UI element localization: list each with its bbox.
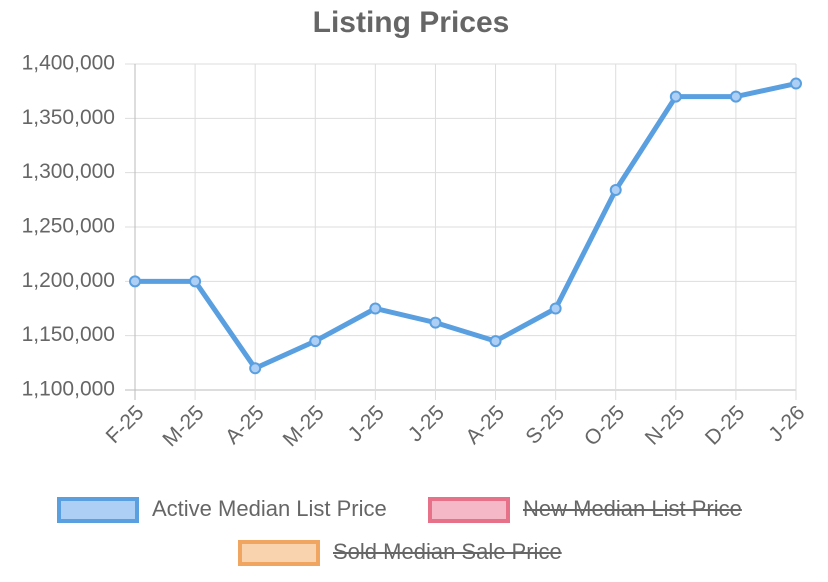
data-point <box>369 302 382 315</box>
x-tick-label: J-25 <box>344 401 389 446</box>
data-point <box>549 302 562 315</box>
data-point <box>309 335 322 348</box>
x-tick-label: A-25 <box>221 401 269 449</box>
data-point <box>489 335 502 348</box>
legend-swatch[interactable] <box>238 540 320 566</box>
legend-label[interactable]: New Median List Price <box>523 496 742 521</box>
data-point <box>609 184 622 197</box>
x-tick-label: A-25 <box>461 401 509 449</box>
data-point <box>729 90 742 103</box>
y-tick-label: 1,100,000 <box>22 378 115 401</box>
x-tick-label: M-25 <box>158 401 208 451</box>
x-tick-label: D-25 <box>701 401 749 449</box>
data-point <box>790 77 802 90</box>
data-point <box>189 275 202 288</box>
x-tick-label: F-25 <box>102 401 149 448</box>
y-tick-label: 1,150,000 <box>22 323 115 346</box>
legend-swatch[interactable] <box>428 497 510 523</box>
legend-swatch[interactable] <box>57 497 139 523</box>
x-tick-label: S-25 <box>521 401 569 449</box>
y-tick-label: 1,350,000 <box>22 106 115 129</box>
data-point <box>129 275 141 288</box>
data-point <box>669 90 682 103</box>
y-tick-label: 1,200,000 <box>22 269 115 292</box>
y-tick-label: 1,250,000 <box>22 215 115 238</box>
x-tick-label: N-25 <box>641 401 689 449</box>
x-tick-label: J-26 <box>764 401 809 446</box>
y-tick-label: 1,300,000 <box>22 160 115 183</box>
y-tick-label: 1,400,000 <box>22 52 115 75</box>
x-tick-label: M-25 <box>279 401 329 451</box>
data-point <box>249 362 262 375</box>
legend-label[interactable]: Sold Median Sale Price <box>333 539 562 564</box>
legend-label[interactable]: Active Median List Price <box>152 496 387 521</box>
x-tick-label: J-25 <box>404 401 449 446</box>
data-point <box>429 316 442 329</box>
chart-title: Listing Prices <box>313 6 510 39</box>
x-tick-label: O-25 <box>580 401 629 450</box>
series-line <box>135 81 797 371</box>
